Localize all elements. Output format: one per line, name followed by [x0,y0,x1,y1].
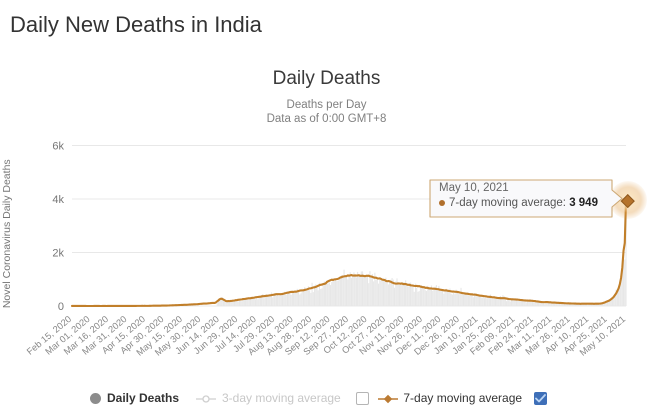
svg-text:0: 0 [58,301,64,313]
svg-text:4k: 4k [52,194,64,206]
svg-text:2k: 2k [52,248,64,260]
svg-text:Novel Coronavirus Daily Deaths: Novel Coronavirus Daily Deaths [1,159,13,308]
svg-text:6k: 6k [52,141,64,153]
